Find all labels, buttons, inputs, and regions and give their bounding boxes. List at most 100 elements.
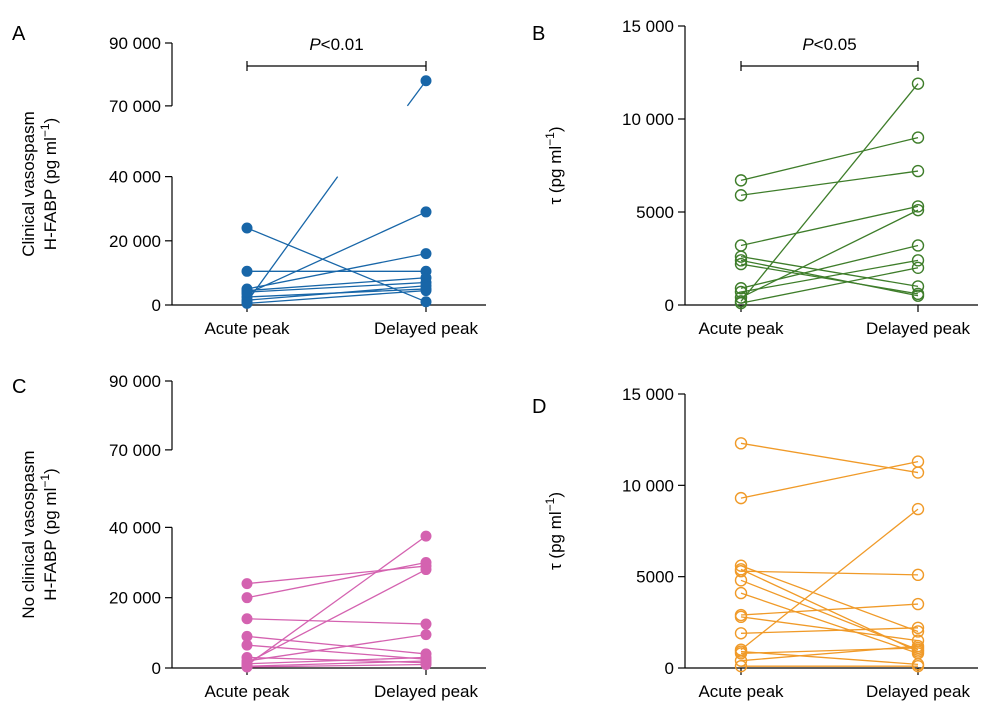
y-axis-label-superscript: −1	[38, 123, 52, 137]
panel-c: C 0 20 000 40 000 70 000 90 000 Acute peak Del…	[12, 372, 486, 701]
y-tick-label: 90 000	[109, 372, 161, 391]
significance-p: P	[309, 35, 321, 54]
pair-line	[740, 570, 919, 576]
point-acute	[734, 250, 748, 263]
y-tick-label: 70 000	[109, 441, 161, 460]
y-tick-label: 20 000	[109, 589, 161, 608]
pair-line-lower	[246, 176, 339, 303]
point-delayed	[911, 280, 925, 293]
y-axis-label-line1: No clinical vasospasm	[19, 450, 38, 618]
pair-line	[740, 259, 919, 293]
y-tick-label: 20 000	[109, 232, 161, 251]
y-tick-label: 0	[665, 659, 674, 678]
pair-line	[740, 627, 919, 634]
x-tick-label: Acute peak	[698, 682, 784, 701]
point-delayed	[420, 75, 432, 87]
y-tick-label: 5000	[636, 568, 674, 587]
point-acute	[734, 254, 748, 267]
point-delayed	[911, 621, 925, 635]
y-axis-label-close: )	[41, 118, 60, 124]
y-axis-label-main: τ (pg ml	[546, 146, 565, 205]
point-acute	[241, 297, 253, 309]
point-delayed	[420, 206, 432, 218]
y-tick-label: 15 000	[622, 17, 674, 36]
y-axis-label-superscript: −1	[543, 132, 557, 146]
y-axis-label-line2: H-FABP (pg ml	[41, 137, 60, 250]
point-acute	[734, 291, 748, 304]
pair-line	[246, 561, 427, 599]
y-axis-label-main: τ (pg ml	[546, 511, 565, 570]
x-tick-label: Acute peak	[698, 319, 784, 338]
point-delayed	[911, 287, 925, 301]
y-axis-label: No clinical vasospasm H-FABP (pg ml−1)	[19, 450, 60, 618]
y-axis-label: τ (pg ml−1)	[543, 126, 565, 204]
point-delayed	[911, 625, 925, 638]
y-axis-label: Clinical vasospasm H-FABP (pg ml−1)	[19, 111, 60, 257]
significance-p: P	[802, 35, 814, 54]
point-acute	[734, 647, 748, 660]
point-delayed	[911, 254, 925, 267]
point-delayed	[911, 634, 925, 647]
pair-line	[246, 277, 427, 292]
point-delayed	[911, 77, 925, 90]
point-acute	[734, 296, 748, 310]
pair-line	[740, 83, 919, 302]
pair-line	[740, 205, 919, 247]
y-tick-label: 10 000	[622, 110, 674, 129]
point-acute	[734, 627, 748, 640]
point-delayed	[911, 131, 925, 144]
point-acute	[734, 239, 748, 252]
pair-line	[740, 267, 919, 304]
y-axis-label-close: )	[546, 492, 565, 498]
pair-line	[246, 656, 427, 665]
y-tick-label: 10 000	[622, 476, 674, 495]
point-acute	[734, 654, 748, 667]
x-tick-label: Delayed peak	[866, 319, 970, 338]
y-axis-label-superscript: −1	[543, 497, 557, 511]
point-acute	[241, 661, 253, 673]
pair-line	[246, 253, 427, 290]
panel-label: B	[532, 23, 545, 45]
pair-line	[246, 565, 427, 585]
point-acute	[734, 189, 748, 202]
y-tick-label: 40 000	[109, 518, 161, 537]
x-tick-label: Acute peak	[204, 319, 290, 338]
pair-line	[740, 645, 919, 662]
point-acute	[734, 574, 748, 587]
point-acute	[241, 613, 253, 625]
point-delayed	[420, 618, 432, 630]
pair-line	[740, 650, 919, 665]
point-delayed	[911, 597, 925, 611]
point-delayed	[911, 466, 925, 479]
point-delayed	[911, 261, 925, 274]
pair-line	[740, 259, 919, 297]
panel-label: C	[12, 376, 26, 398]
pair-line	[246, 211, 427, 295]
significance-label: P<0.05	[802, 35, 856, 54]
pair-line	[740, 170, 919, 196]
y-axis-label-line2: H-FABP (pg ml	[41, 488, 60, 601]
point-delayed	[420, 629, 432, 641]
point-acute	[734, 437, 748, 450]
significance-label: P<0.01	[309, 35, 363, 54]
y-tick-label: 0	[152, 659, 161, 678]
pair-line	[246, 635, 427, 655]
y-tick-label: 5000	[636, 203, 674, 222]
point-acute	[734, 559, 748, 572]
pair-line	[246, 633, 427, 662]
point-delayed	[911, 502, 925, 516]
point-acute	[734, 257, 748, 271]
y-axis-label-close: )	[546, 126, 565, 132]
significance-value: <0.01	[321, 35, 364, 54]
point-acute	[734, 586, 748, 600]
y-tick-label: 40 000	[109, 168, 161, 187]
panel-label: A	[12, 23, 26, 45]
point-delayed	[420, 564, 432, 576]
point-delayed	[911, 239, 925, 252]
panel-d: D 0 5000 10 000 15 000 Acute peak Delayed pea…	[532, 385, 978, 701]
point-delayed	[911, 455, 925, 468]
pair-line	[740, 592, 919, 655]
pair-line	[246, 663, 427, 668]
x-tick-label: Delayed peak	[374, 319, 478, 338]
